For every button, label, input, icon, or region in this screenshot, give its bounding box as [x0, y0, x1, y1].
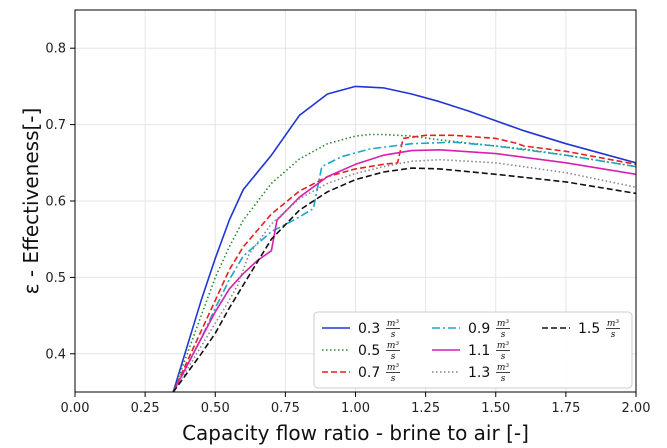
- y-tick-label: 0.5: [45, 271, 66, 286]
- x-tick-label: 2.00: [622, 401, 651, 416]
- legend-unit-denominator: s: [501, 352, 506, 362]
- legend-label: 1.1: [468, 343, 490, 359]
- legend-unit-denominator: s: [391, 330, 396, 340]
- legend-label: 0.3: [358, 321, 380, 337]
- x-tick-label: 1.00: [341, 401, 370, 416]
- legend-unit-denominator: s: [391, 352, 396, 362]
- legend-label: 1.5: [578, 321, 600, 337]
- x-tick-label: 0.50: [201, 401, 230, 416]
- legend-unit-numerator: m³: [387, 341, 400, 351]
- legend-label: 0.7: [358, 365, 380, 381]
- legend-unit-numerator: m³: [497, 319, 510, 329]
- legend-label: 1.3: [468, 365, 490, 381]
- legend-unit-numerator: m³: [497, 341, 510, 351]
- legend-unit-denominator: s: [501, 374, 506, 384]
- x-tick-label: 0.75: [271, 401, 300, 416]
- y-axis-title: ε - Effectiveness[-]: [19, 108, 43, 295]
- legend-unit-denominator: s: [391, 374, 396, 384]
- y-tick-label: 0.6: [45, 195, 66, 210]
- y-tick-label: 0.7: [45, 118, 66, 133]
- legend-unit-numerator: m³: [607, 319, 620, 329]
- legend-unit-numerator: m³: [387, 319, 400, 329]
- legend-unit-numerator: m³: [497, 363, 510, 373]
- x-tick-label: 0.25: [131, 401, 160, 416]
- x-tick-label: 1.75: [551, 401, 580, 416]
- x-tick-label: 1.25: [411, 401, 440, 416]
- x-tick-label: 0.00: [61, 401, 90, 416]
- legend-unit-numerator: m³: [387, 363, 400, 373]
- y-tick-label: 0.8: [45, 42, 66, 57]
- legend-label: 0.5: [358, 343, 380, 359]
- legend-label: 0.9: [468, 321, 490, 337]
- x-tick-label: 1.50: [481, 401, 510, 416]
- legend-unit-denominator: s: [611, 330, 616, 340]
- y-tick-label: 0.4: [45, 347, 66, 362]
- x-axis-title: Capacity flow ratio - brine to air [-]: [182, 421, 529, 445]
- legend-unit-denominator: s: [501, 330, 506, 340]
